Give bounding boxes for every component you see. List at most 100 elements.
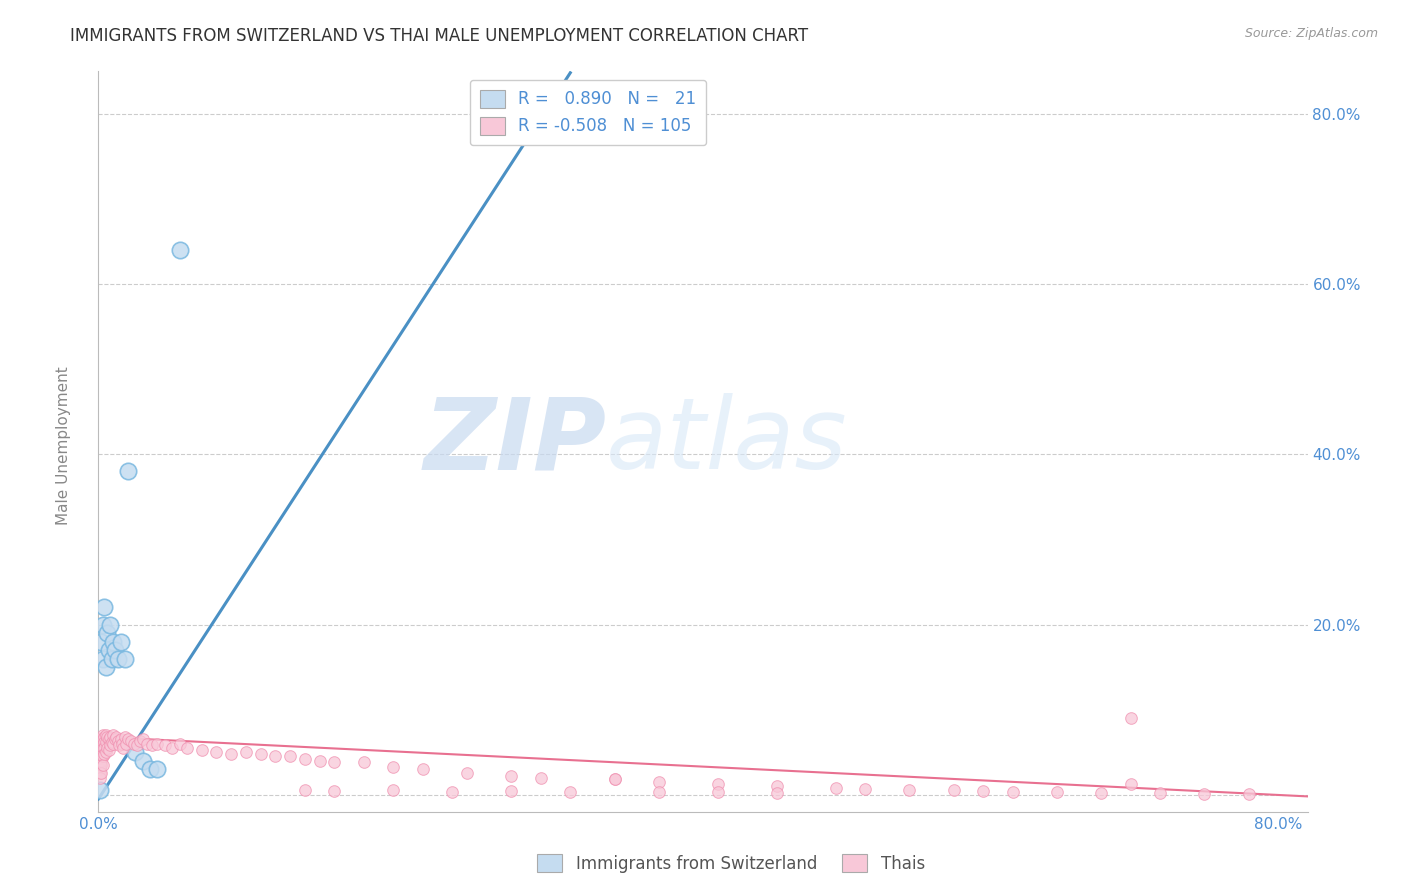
Point [90,749,112,764]
Point [131,732,153,747]
Point [308,754,330,768]
Point [898,782,921,797]
Point [648,775,671,789]
Point [94,660,117,674]
Point [560,785,582,799]
Point [412,762,434,776]
Point [706,777,728,791]
Point [105,730,128,744]
Point [89,771,111,785]
Point [294,752,316,766]
Point [96,730,118,744]
Point [648,785,671,799]
Point [91,728,114,742]
Point [1119,711,1142,725]
Point [382,783,405,797]
Point [104,732,127,747]
Point [1090,786,1112,800]
Point [160,740,183,755]
Point [530,771,553,785]
Point [94,735,117,749]
Point [94,745,117,759]
Point [264,749,287,764]
Point [108,739,131,753]
Point [111,737,134,751]
Point [115,737,138,751]
Point [124,745,146,759]
Point [382,759,405,773]
Point [278,749,301,764]
Point [153,739,176,753]
Point [117,732,139,747]
Point [120,734,142,748]
Point [90,737,112,751]
Point [90,766,112,780]
Point [90,634,112,648]
Point [765,779,787,793]
Point [96,740,118,755]
Point [249,747,271,761]
Point [139,762,162,776]
Point [91,740,114,755]
Point [91,732,114,747]
Point [97,732,120,747]
Point [219,747,242,761]
Point [97,743,120,757]
Point [90,740,112,755]
Point [89,783,111,797]
Point [112,740,135,755]
Point [125,739,148,753]
Text: Male Unemployment: Male Unemployment [56,367,70,525]
Point [853,781,876,796]
Point [107,734,129,748]
Point [169,243,191,257]
Point [100,651,122,665]
Point [89,754,111,768]
Point [98,617,121,632]
Text: Source: ZipAtlas.com: Source: ZipAtlas.com [1244,27,1378,40]
Point [136,737,159,751]
Point [89,762,111,776]
Point [169,737,191,751]
Point [501,769,523,783]
Point [131,754,153,768]
Point [205,745,228,759]
Point [90,732,112,747]
Point [89,749,111,764]
Point [1237,787,1260,801]
Point [91,749,114,764]
Point [114,730,136,744]
Text: IMMIGRANTS FROM SWITZERLAND VS THAI MALE UNEMPLOYMENT CORRELATION CHART: IMMIGRANTS FROM SWITZERLAND VS THAI MALE… [70,27,808,45]
Point [1046,785,1069,799]
Text: ZIP: ZIP [423,393,606,490]
Point [117,464,139,478]
Point [89,745,111,759]
Point [110,634,132,648]
Text: atlas: atlas [606,393,848,490]
Point [765,786,787,800]
Point [93,735,115,749]
Point [96,626,118,640]
Point [1194,787,1216,801]
Point [1149,786,1171,800]
Point [603,772,626,787]
Point [176,740,198,755]
Point [501,784,523,798]
Point [94,728,117,742]
Point [90,754,112,768]
Point [114,651,136,665]
Point [101,728,124,742]
Point [93,747,115,761]
Point [190,743,212,757]
Point [98,739,121,753]
Point [101,634,124,648]
Point [603,772,626,787]
Point [104,643,127,657]
Point [91,737,114,751]
Point [89,758,111,772]
Point [90,758,112,772]
Point [942,783,965,797]
Point [146,762,169,776]
Point [91,758,114,772]
Point [323,784,346,798]
